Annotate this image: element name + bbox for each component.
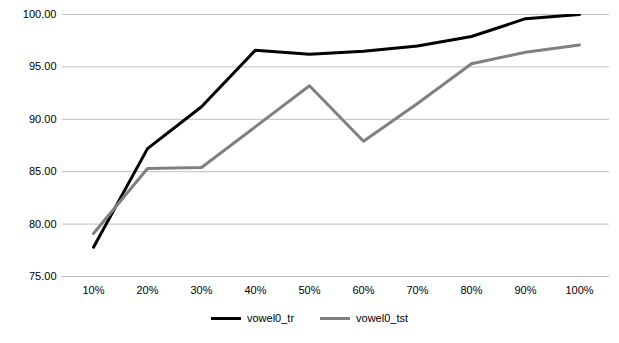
svg-text:100.00: 100.00 xyxy=(23,8,57,20)
svg-text:10%: 10% xyxy=(82,284,104,296)
svg-text:90%: 90% xyxy=(514,284,536,296)
html-text:vowel0_tr: vowel0_tr xyxy=(247,312,294,324)
svg-text:85.00: 85.00 xyxy=(29,165,57,177)
svg-text:30%: 30% xyxy=(190,284,212,296)
svg-text:95.00: 95.00 xyxy=(29,60,57,72)
svg-text:90.00: 90.00 xyxy=(29,113,57,125)
svg-text:60%: 60% xyxy=(352,284,374,296)
svg-text:50%: 50% xyxy=(298,284,320,296)
svg-text:80.00: 80.00 xyxy=(29,218,57,230)
html-text:vowel0_tst: vowel0_tst xyxy=(356,312,408,324)
svg-text:80%: 80% xyxy=(460,284,482,296)
svg-text:40%: 40% xyxy=(244,284,266,296)
svg-text:100%: 100% xyxy=(565,284,593,296)
svg-text:20%: 20% xyxy=(136,284,158,296)
svg-text:70%: 70% xyxy=(406,284,428,296)
svg-text:75.00: 75.00 xyxy=(29,270,57,282)
